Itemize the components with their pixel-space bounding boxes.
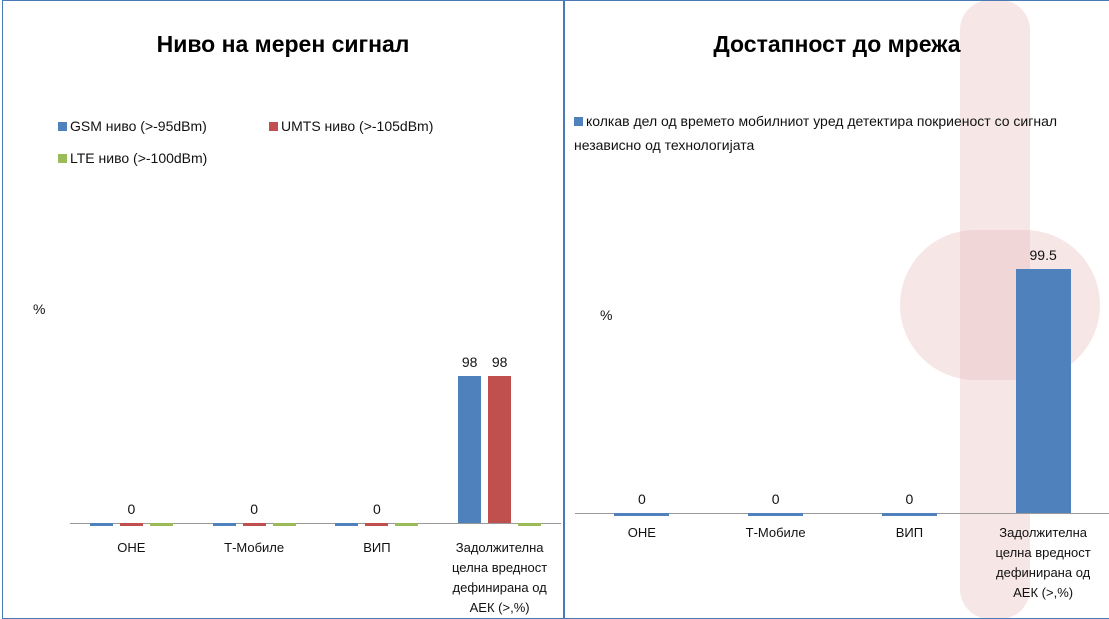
bar: [243, 523, 266, 526]
legend-label: LTE ниво (>-100dBm): [70, 150, 207, 166]
bar: [458, 376, 481, 523]
y-axis-label: %: [33, 301, 45, 317]
data-label: 0: [106, 501, 156, 517]
data-label: 0: [229, 501, 279, 517]
legend-swatch: [58, 154, 67, 163]
data-label: 0: [617, 491, 667, 507]
legend-item: LTE ниво (>-100dBm): [58, 146, 278, 170]
data-label: 0: [751, 491, 801, 507]
x-axis-line: [70, 523, 561, 524]
y-axis-label: %: [600, 307, 612, 323]
legend-swatch: [269, 122, 278, 131]
bar: [395, 523, 418, 526]
data-label: 98: [475, 354, 525, 370]
bar: [748, 513, 803, 516]
x-tick-label: Задолжителна целна вредност дефинирана о…: [983, 523, 1103, 603]
legend-item: колкав дел од времето мобилниот уред дет…: [574, 109, 1109, 157]
data-label: 0: [352, 501, 402, 517]
bar: [882, 513, 937, 516]
legend-label: UMTS ниво (>-105dBm): [281, 118, 433, 134]
chart-title: Ниво на мерен сигнал: [3, 31, 563, 58]
x-tick-label: ВИП: [849, 523, 969, 543]
chart-panel: Ниво на мерен сигнал% GSM ниво (>-95dBm) U…: [2, 0, 564, 619]
bar: [488, 376, 511, 523]
bar: [518, 523, 541, 526]
legend-label: колкав дел од времето мобилниот уред дет…: [574, 113, 1057, 153]
x-tick-label: ВИП: [322, 538, 432, 558]
bar: [213, 523, 236, 526]
chart-panel: Достапност до мрежа% колкав дел од времет…: [564, 0, 1109, 619]
bar: [1016, 269, 1071, 513]
bar: [335, 523, 358, 526]
x-tick-label: ОНЕ: [76, 538, 186, 558]
x-tick-label: Т-Мобиле: [199, 538, 309, 558]
data-label: 0: [884, 491, 934, 507]
legend-swatch: [574, 117, 583, 126]
legend-swatch: [58, 122, 67, 131]
data-label: 99.5: [1018, 247, 1068, 263]
page: Ниво на мерен сигнал% GSM ниво (>-95dBm) U…: [0, 0, 1109, 619]
x-tick-label: ОНЕ: [582, 523, 702, 543]
bar: [273, 523, 296, 526]
legend-label: GSM ниво (>-95dBm): [70, 118, 207, 134]
x-tick-label: Задолжителна целна вредност дефинирана о…: [445, 538, 555, 618]
chart-title: Достапност до мрежа: [565, 31, 1109, 58]
bar: [90, 523, 113, 526]
legend-item: UMTS ниво (>-105dBm): [269, 114, 489, 138]
bar: [120, 523, 143, 526]
bar: [614, 513, 669, 516]
x-tick-label: Т-Мобиле: [716, 523, 836, 543]
legend-item: GSM ниво (>-95dBm): [58, 114, 278, 138]
bar: [365, 523, 388, 526]
bar: [150, 523, 173, 526]
